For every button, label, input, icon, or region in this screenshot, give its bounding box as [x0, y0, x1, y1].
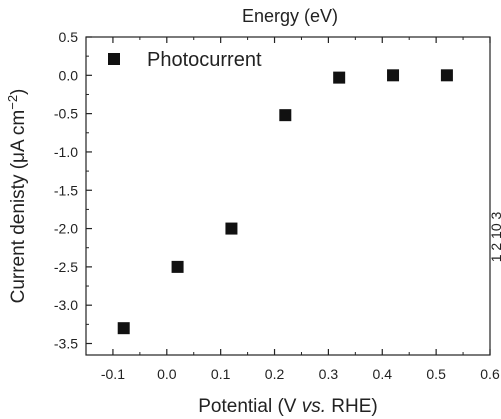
- data-point-photocurrent: [440, 69, 453, 82]
- y-tick-label: 0.0: [59, 67, 79, 83]
- x-axis-ticks: -0.1 0.0 0.1 0.2 0.3 0.4 0.5 0.6: [101, 37, 500, 382]
- plot-frame: [85, 36, 491, 356]
- right-edge-partial-label: 1 2 10 3: [488, 211, 501, 262]
- x-axis-label: Potential (V vs. RHE): [198, 396, 378, 417]
- x-axis-label-part3: RHE): [326, 396, 378, 417]
- y-tick-label: -2.0: [54, 221, 78, 237]
- x-axis-label-vs: vs.: [302, 396, 326, 417]
- y-axis-label-exponent: −2: [5, 95, 20, 110]
- data-point-photocurrent: [279, 109, 292, 122]
- y-axis-label: Current denisty (μA cm−2): [5, 89, 30, 304]
- y-tick-label: -2.5: [54, 259, 78, 275]
- x-tick-label: 0.4: [373, 366, 393, 382]
- y-axis-label-mu: μ: [8, 152, 29, 163]
- data-point-photocurrent: [225, 222, 238, 235]
- x-tick-label: 0.5: [426, 366, 446, 382]
- top-axis-label: Energy (eV): [242, 6, 338, 26]
- y-tick-label: -1.5: [54, 182, 78, 198]
- x-tick-label: 0.3: [319, 366, 339, 382]
- legend-marker-photocurrent: [108, 53, 120, 65]
- y-tick-label: -3.5: [54, 336, 78, 352]
- y-tick-label: -1.0: [54, 144, 78, 160]
- y-axis-label-unit: A cm: [8, 110, 29, 152]
- x-tick-label: 0.0: [157, 366, 177, 382]
- right-edge-partial-label-group: 1 2 10 3: [488, 211, 501, 262]
- legend: Photocurrent: [108, 49, 262, 71]
- y-tick-label: -0.5: [54, 106, 78, 122]
- y-tick-label: -3.0: [54, 297, 78, 313]
- y-axis-label-part1: Current denisty (: [8, 162, 29, 303]
- x-tick-label: -0.1: [101, 366, 125, 382]
- x-tick-label: 0.1: [211, 366, 231, 382]
- data-point-photocurrent: [333, 71, 346, 84]
- y-tick-label: 0.5: [59, 29, 79, 45]
- x-axis-label-part1: Potential (V: [198, 396, 302, 417]
- data-point-photocurrent: [171, 260, 184, 273]
- x-tick-label: 0.6: [480, 366, 500, 382]
- legend-label-photocurrent: Photocurrent: [147, 49, 262, 71]
- data-points: [117, 69, 453, 335]
- data-point-photocurrent: [117, 322, 130, 335]
- x-tick-label: 0.2: [265, 366, 285, 382]
- y-axis-ticks: 0.5 0.0 -0.5 -1.0 -1.5 -2.0 -2.5 -3.0 -3.5: [54, 29, 92, 352]
- y-axis-label-close: ): [8, 89, 29, 95]
- data-point-photocurrent: [387, 69, 400, 82]
